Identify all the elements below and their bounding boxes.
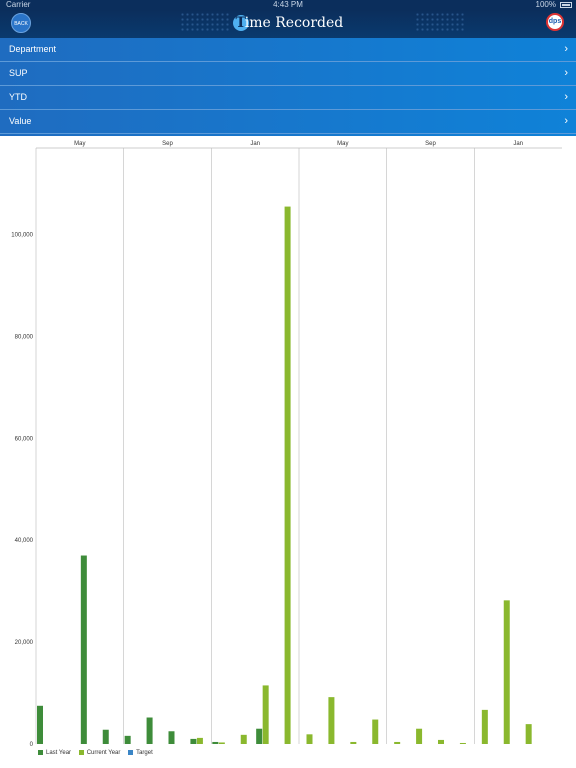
- chevron-right-icon: ›: [564, 43, 568, 55]
- chart-legend: Last Year Current Year Target: [38, 750, 159, 756]
- menu-item-label: YTD: [9, 92, 27, 102]
- filter-menu: Department › SUP › YTD › Value ›: [0, 38, 576, 136]
- bar-last-year: [190, 738, 197, 744]
- x-tick-label: May: [337, 141, 348, 147]
- carrier-label: Carrier: [6, 0, 31, 9]
- battery-percent: 100%: [535, 0, 556, 9]
- bar-current-year: [438, 739, 444, 744]
- title-initial: T: [232, 15, 249, 31]
- menu-item-label: Department: [9, 44, 57, 54]
- legend-swatch: [38, 750, 43, 755]
- bar-current-year: [416, 728, 423, 744]
- bar-current-year: [394, 741, 401, 744]
- page-title: Time Recorded: [0, 15, 576, 31]
- legend-target: Target: [128, 750, 153, 756]
- title-text: ime Recorded: [244, 15, 344, 31]
- menu-item-department[interactable]: Department ›: [0, 38, 576, 62]
- status-bar: Carrier 4:43 PM 100%: [0, 0, 576, 10]
- bar-current-year: [196, 737, 203, 744]
- bar-current-year: [284, 206, 291, 745]
- bar-current-year: [481, 709, 488, 744]
- chevron-right-icon: ›: [564, 67, 568, 79]
- legend-swatch: [78, 750, 84, 755]
- x-tick-label: Jan: [513, 141, 523, 147]
- bar-current-year: [240, 734, 247, 744]
- bar-last-year: [146, 717, 153, 744]
- menu-item-sup[interactable]: SUP ›: [0, 62, 576, 86]
- bar-current-year: [459, 742, 466, 744]
- menu-item-label: Value: [9, 116, 32, 126]
- bar-last-year: [102, 729, 109, 744]
- bar-current-year: [503, 600, 510, 744]
- legend-label: Target: [136, 750, 153, 757]
- bar-current-year: [306, 734, 313, 744]
- legend-label: Current Year: [86, 750, 121, 757]
- menu-item-label: SUP: [9, 68, 28, 78]
- y-tick-label: 100,000: [11, 233, 33, 239]
- menu-item-ytd[interactable]: YTD ›: [0, 86, 576, 110]
- bar-current-year: [525, 724, 532, 744]
- chevron-right-icon: ›: [564, 115, 568, 127]
- bar-last-year: [256, 728, 263, 744]
- bar-current-year: [262, 685, 269, 744]
- decorative-dots: [180, 12, 230, 32]
- back-button[interactable]: BACK: [11, 13, 31, 33]
- legend-last-year: Last Year: [38, 750, 71, 756]
- x-tick-label: Sep: [425, 141, 436, 147]
- legend-label: Last Year: [46, 750, 72, 757]
- clock: 4:43 PM: [273, 0, 303, 9]
- dps-logo: dps: [546, 13, 564, 31]
- bar-last-year: [80, 555, 87, 744]
- y-tick-label: 20,000: [15, 640, 34, 646]
- y-tick-label: 40,000: [15, 538, 34, 544]
- x-tick-label: May: [74, 141, 85, 147]
- menu-item-value[interactable]: Value ›: [0, 110, 576, 134]
- legend-swatch: [128, 750, 134, 755]
- time-recorded-bar-chart[interactable]: May Sep Jan May Sep Jan 0 20,000 40,000 60,000 80,…: [0, 136, 576, 768]
- bar-current-year: [372, 719, 379, 744]
- bar-last-year: [124, 735, 131, 744]
- bar-current-year: [350, 741, 357, 744]
- bar-current-year: [218, 742, 225, 744]
- battery-icon: [560, 2, 572, 8]
- bar-last-year: [212, 741, 219, 744]
- decorative-dots: [415, 12, 465, 32]
- legend-current-year: Current Year: [78, 750, 121, 757]
- y-tick-label: 80,000: [15, 334, 34, 340]
- y-tick-label: 60,000: [15, 436, 34, 442]
- bar-current-year: [328, 697, 335, 744]
- bar-last-year: [168, 731, 175, 744]
- chevron-right-icon: ›: [564, 91, 568, 103]
- bar-last-year: [37, 705, 43, 744]
- navigation-bar: BACK Time Recorded dps: [0, 10, 576, 38]
- y-tick-label: 0: [30, 742, 34, 748]
- x-tick-label: Jan: [250, 141, 260, 147]
- x-tick-label: Sep: [162, 141, 173, 147]
